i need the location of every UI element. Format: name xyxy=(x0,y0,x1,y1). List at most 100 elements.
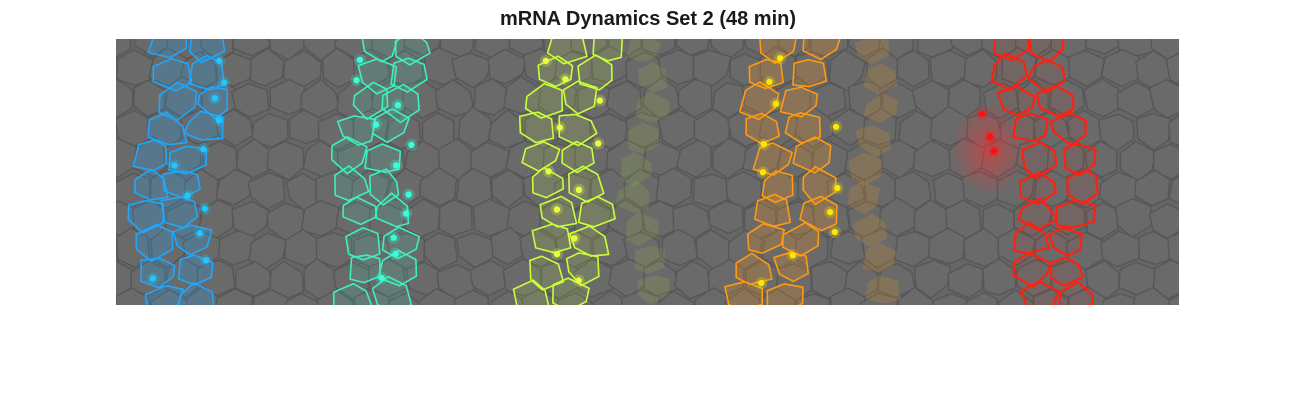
mrna-punctum xyxy=(392,250,399,257)
expressing-cell xyxy=(352,81,389,120)
expressing-cell xyxy=(189,39,226,64)
expressing-cell xyxy=(792,58,828,88)
mrna-punctum xyxy=(832,123,840,130)
expressing-cell xyxy=(782,221,820,257)
mrna-punctum xyxy=(776,55,784,62)
expressing-cell xyxy=(177,282,215,305)
tissue-cell xyxy=(302,39,338,62)
expressing-cell xyxy=(197,86,229,120)
expressing-cell xyxy=(345,227,381,261)
expressing-cell xyxy=(364,143,402,173)
mrna-punctum xyxy=(831,228,838,236)
mrna-punctum xyxy=(545,168,552,175)
tissue-cell xyxy=(776,142,813,179)
mrna-punctum xyxy=(596,97,604,104)
mrna-punctum xyxy=(986,133,994,141)
mrna-punctum xyxy=(402,210,410,217)
tissue-cell xyxy=(251,112,289,148)
expressing-cell xyxy=(144,284,184,305)
faint-expressing-cell xyxy=(847,181,881,215)
tissue-cell xyxy=(831,108,867,147)
tissue-cell xyxy=(215,288,254,305)
mrna-punctum xyxy=(978,110,986,118)
expressing-cell xyxy=(759,39,797,65)
stripe-yellowgreen xyxy=(512,39,671,305)
tissue-cell xyxy=(675,139,713,179)
expressing-cell xyxy=(369,168,400,206)
expressing-cell xyxy=(531,167,565,199)
mrna-punctum xyxy=(571,235,578,242)
mrna-punctum xyxy=(215,117,223,124)
expressing-cell xyxy=(1054,199,1097,229)
expressing-cell xyxy=(334,165,370,202)
tissue-cell xyxy=(711,137,748,180)
expressing-cell xyxy=(799,195,838,232)
faint-expressing-cell xyxy=(626,211,660,247)
mrna-punctum xyxy=(394,102,402,109)
tissue-cell xyxy=(657,289,695,305)
tissue-cell xyxy=(796,293,831,305)
tissue-cell xyxy=(661,228,699,267)
expressing-cell xyxy=(748,58,784,90)
tissue-cell xyxy=(964,291,999,305)
mrna-punctum xyxy=(575,186,583,193)
mrna-punctum xyxy=(562,76,569,83)
tissue-cell xyxy=(810,260,849,299)
expressing-cell xyxy=(753,193,792,228)
expressing-cell xyxy=(371,275,413,305)
mrna-punctum xyxy=(408,141,415,149)
mrna-punctum xyxy=(216,57,223,64)
expressing-cell xyxy=(561,140,595,174)
mrna-punctum xyxy=(772,100,780,107)
mrna-punctum xyxy=(542,57,550,65)
tissue-cell xyxy=(316,288,354,305)
tissue-cell xyxy=(673,260,713,300)
mrna-punctum xyxy=(392,162,400,169)
tissue-cell xyxy=(963,48,998,89)
mrna-punctum xyxy=(390,234,397,241)
tissue-cell xyxy=(266,140,305,181)
mrna-punctum xyxy=(990,147,998,155)
expressing-cell xyxy=(132,139,168,172)
tissue-cell xyxy=(620,289,661,305)
expression-stripes xyxy=(127,39,1099,305)
expressing-cell xyxy=(528,255,565,291)
tissue-cell xyxy=(116,39,132,59)
expressing-cell xyxy=(512,279,550,305)
expressing-cell xyxy=(147,111,188,146)
expressing-cell xyxy=(357,58,398,95)
expressing-cell xyxy=(792,136,832,174)
expressing-cell xyxy=(802,39,841,61)
tissue-cell xyxy=(828,48,867,92)
tissue-cell xyxy=(1067,286,1107,305)
expressing-cell xyxy=(551,277,590,305)
tissue-cell xyxy=(385,111,422,150)
expressing-cell xyxy=(1012,112,1049,143)
tissue-cell xyxy=(353,289,391,305)
expressing-cell xyxy=(1048,226,1083,257)
tissue-cell xyxy=(1165,52,1179,86)
expressing-cell xyxy=(546,39,588,65)
expressing-cell xyxy=(738,80,780,121)
mrna-punctum xyxy=(834,184,841,192)
expressing-cell xyxy=(330,136,368,175)
tissue-cell xyxy=(862,107,898,146)
tissue-cell xyxy=(300,199,340,237)
tissue-cell xyxy=(759,46,798,87)
expressing-cell xyxy=(1057,280,1095,305)
expressing-cell xyxy=(518,111,555,144)
expressing-cell xyxy=(1066,169,1099,205)
tissue-cell xyxy=(812,196,851,238)
mrna-punctum xyxy=(595,140,602,147)
expressing-cell xyxy=(342,196,378,226)
mrna-punctum xyxy=(553,250,561,258)
cell-tissue-image xyxy=(116,39,1179,305)
mrna-punctum xyxy=(353,77,360,84)
tissue-cell xyxy=(1084,140,1118,178)
expressing-cell xyxy=(802,165,837,206)
tissue-cell xyxy=(1168,114,1179,147)
expressing-cell xyxy=(531,223,572,254)
tissue-cell xyxy=(776,200,816,236)
expressing-cell xyxy=(381,83,421,124)
tissue-cell xyxy=(606,80,643,120)
